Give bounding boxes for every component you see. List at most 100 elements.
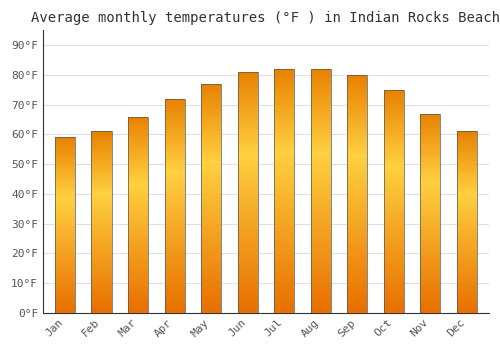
Bar <box>384 215 404 218</box>
Bar <box>348 203 368 206</box>
Bar <box>310 215 331 218</box>
Bar <box>92 294 112 297</box>
Bar <box>238 229 258 231</box>
Bar <box>55 234 75 236</box>
Bar <box>92 303 112 306</box>
Bar <box>128 210 148 212</box>
Bar <box>384 168 404 170</box>
Bar <box>457 181 477 183</box>
Bar <box>128 234 148 237</box>
Bar <box>274 163 294 167</box>
Bar <box>201 104 221 107</box>
Bar <box>384 307 404 310</box>
Bar <box>92 145 112 147</box>
Bar <box>238 183 258 186</box>
Bar <box>128 224 148 227</box>
Bar <box>384 184 404 187</box>
Bar <box>55 297 75 300</box>
Bar <box>420 176 440 178</box>
Bar <box>164 115 184 118</box>
Bar <box>274 112 294 115</box>
Bar <box>201 116 221 118</box>
Bar <box>201 236 221 238</box>
Bar <box>128 178 148 180</box>
Bar <box>348 274 368 277</box>
Bar <box>128 266 148 268</box>
Bar <box>384 115 404 118</box>
Bar <box>128 161 148 163</box>
Bar <box>457 138 477 140</box>
Bar <box>384 257 404 260</box>
Bar <box>384 90 404 93</box>
Bar <box>457 202 477 204</box>
Bar <box>164 107 184 110</box>
Bar <box>274 243 294 246</box>
Bar <box>55 203 75 205</box>
Bar <box>348 140 368 143</box>
Bar <box>201 227 221 230</box>
Bar <box>201 295 221 298</box>
Bar <box>128 156 148 158</box>
Bar <box>92 276 112 279</box>
Bar <box>420 114 440 116</box>
Bar <box>274 139 294 142</box>
Bar <box>310 124 331 127</box>
Bar <box>201 133 221 135</box>
Bar <box>457 288 477 290</box>
Bar <box>128 119 148 121</box>
Bar <box>348 215 368 218</box>
Bar <box>348 164 368 167</box>
Bar <box>420 144 440 146</box>
Bar <box>128 293 148 295</box>
Bar <box>92 170 112 172</box>
Bar <box>55 253 75 256</box>
Bar <box>55 225 75 227</box>
Bar <box>201 207 221 210</box>
Bar <box>128 197 148 200</box>
Bar <box>274 249 294 252</box>
Bar <box>92 209 112 211</box>
Bar <box>310 178 331 182</box>
Bar <box>164 128 184 131</box>
Bar <box>457 260 477 263</box>
Bar <box>128 249 148 251</box>
Bar <box>457 306 477 308</box>
Bar <box>55 245 75 247</box>
Bar <box>457 247 477 249</box>
Bar <box>238 165 258 168</box>
Bar <box>274 273 294 276</box>
Bar <box>420 161 440 163</box>
Bar <box>201 193 221 195</box>
Bar <box>55 144 75 146</box>
Bar <box>92 156 112 159</box>
Bar <box>310 300 331 303</box>
Bar <box>128 146 148 148</box>
Bar <box>384 176 404 179</box>
Bar <box>201 184 221 187</box>
Bar <box>457 152 477 154</box>
Bar <box>384 237 404 240</box>
Bar <box>164 118 184 120</box>
Bar <box>310 252 331 255</box>
Bar <box>201 101 221 104</box>
Bar <box>457 140 477 143</box>
Bar <box>201 241 221 244</box>
Bar <box>55 251 75 253</box>
Bar <box>348 93 368 96</box>
Bar <box>310 167 331 169</box>
Bar <box>92 161 112 163</box>
Bar <box>164 102 184 104</box>
Bar <box>420 283 440 285</box>
Bar <box>128 286 148 288</box>
Bar <box>201 293 221 295</box>
Bar <box>238 282 258 286</box>
Bar <box>384 246 404 248</box>
Bar <box>310 133 331 136</box>
Bar <box>420 273 440 275</box>
Bar <box>238 132 258 135</box>
Bar <box>348 114 368 117</box>
Bar <box>420 206 440 208</box>
Bar <box>238 156 258 159</box>
Bar <box>274 81 294 84</box>
Bar <box>92 229 112 231</box>
